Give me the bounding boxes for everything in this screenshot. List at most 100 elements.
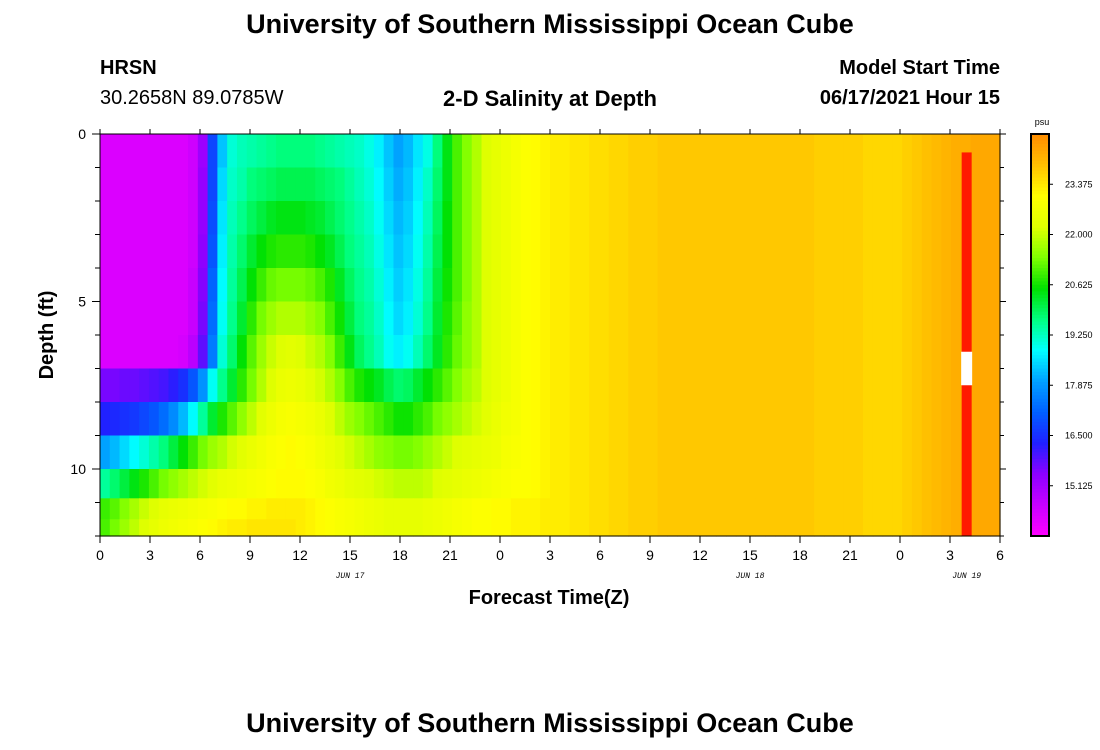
heatmap-cell [667,435,678,470]
heatmap-cell [373,498,385,520]
heatmap-cell [266,234,277,269]
colorbar-segment [1031,388,1049,393]
heatmap-cell [657,201,668,236]
heatmap-cell [863,368,874,403]
colorbar-segment [1031,515,1049,520]
heatmap-cell [246,134,258,169]
heatmap-cell [168,201,179,236]
heatmap-cell [667,402,678,437]
heatmap-cell [461,167,473,202]
heatmap-cell [100,167,111,202]
colorbar-segment [1031,264,1049,269]
heatmap-cell [452,469,463,499]
heatmap-cell [902,368,913,403]
heatmap-cell [677,435,688,470]
heatmap-cell [178,201,189,236]
heatmap-cell [100,469,111,499]
heatmap-cell [452,335,463,370]
heatmap-cell [706,234,717,269]
heatmap-cell [921,201,933,236]
heatmap-cell [677,335,688,370]
colorbar-segment [1031,485,1049,490]
heatmap-cell [794,134,805,169]
heatmap-cell [422,402,434,437]
heatmap-cell [325,234,336,269]
heatmap-cell [951,368,962,403]
heatmap-cell [207,402,218,437]
heatmap-cell [657,167,668,202]
colorbar-segment [1031,355,1049,360]
heatmap-cell [481,435,492,470]
heatmap-cell [941,268,952,303]
heatmap-cell [677,498,688,520]
heatmap-cell [227,301,238,336]
heatmap-cell [491,201,502,236]
colorbar-segment [1031,422,1049,427]
heatmap-cell [853,301,864,336]
heatmap-cell [863,498,874,520]
heatmap-cell [745,435,757,470]
heatmap-cell [569,301,580,336]
heatmap-cell [461,201,473,236]
heatmap-cell [403,469,414,499]
colorbar-segment [1031,415,1049,420]
heatmap-cell [432,402,443,437]
heatmap-cell [598,435,610,470]
heatmap-cell [647,234,659,269]
heatmap-cell [686,498,698,520]
colorbar-segment [1031,278,1049,282]
heatmap-cell [814,268,825,303]
colorbar-segment [1031,532,1049,537]
heatmap-cell [129,167,140,202]
x-tick-label: 15 [742,547,758,563]
heatmap-cell [344,234,355,269]
heatmap-cell [990,335,1001,370]
heatmap-cell [921,368,933,403]
heatmap-cell [403,134,414,169]
heatmap-cell [256,335,267,370]
heatmap-cell [383,435,395,470]
heatmap-cell [716,301,727,336]
heatmap-cell [432,335,443,370]
heatmap-cell [236,134,248,169]
colorbar-segment [1031,351,1049,356]
heatmap-cell [618,519,629,537]
heatmap-cell [970,469,982,499]
heatmap-cell [197,402,209,437]
colorbar-tick-label: 17.875 [1065,380,1093,390]
heatmap-cell [530,201,541,236]
heatmap-cell [461,435,473,470]
heatmap-cell [129,435,140,470]
heatmap-cell [403,201,414,236]
heatmap-cell [726,519,737,537]
x-tick-label: 3 [146,547,154,563]
heatmap-cell [109,435,121,470]
heatmap-cell [442,134,453,169]
heatmap-cell [393,134,404,169]
heatmap-cell [657,519,668,537]
heatmap-cell [393,301,404,336]
heatmap-cell [775,234,786,269]
heatmap-cell [530,469,541,499]
heatmap-cell [882,335,893,370]
heatmap-cell [931,498,942,520]
heatmap-cell [667,134,678,169]
heatmap-cell [540,519,551,537]
heatmap-cell [383,167,395,202]
colorbar-segment [1031,499,1049,504]
heatmap-cell [432,469,443,499]
heatmap-cell [579,469,590,499]
heatmap-cell [109,201,121,236]
heatmap-cell [784,469,796,499]
colorbar-segment [1031,345,1049,349]
heatmap-cell [168,134,179,169]
heatmap-cell [207,435,218,470]
heatmap-cell [628,301,639,336]
heatmap-cell [246,301,258,336]
heatmap-cell [285,469,297,499]
heatmap-cell [569,519,580,537]
heatmap-cell [109,498,121,520]
x-tick-label: 0 [96,547,104,563]
heatmap-cell [285,402,297,437]
heatmap-cell [638,519,649,537]
